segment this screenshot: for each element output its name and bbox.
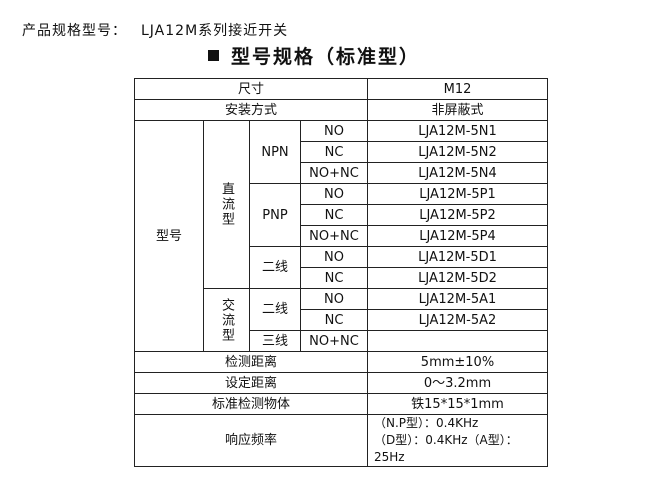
spec-label: 设定距离 bbox=[134, 372, 368, 394]
section-title: 型号规格（标准型） bbox=[208, 42, 420, 69]
contact: NO bbox=[300, 120, 368, 142]
model-code: LJA12M-5D2 bbox=[367, 267, 548, 289]
spec-label: 标准检测物体 bbox=[134, 393, 368, 415]
response-value: （N.P型）：0.4KHz （D型）：0.4KHz（A型）：25Hz bbox=[367, 414, 548, 467]
title-text: 型号规格（标准型） bbox=[231, 46, 421, 68]
table-row: NC LJA12M-5P2 bbox=[135, 204, 548, 226]
ac-label: 交流型 bbox=[203, 288, 250, 352]
spec-value: 5mm±10% bbox=[367, 351, 548, 373]
model-code: LJA12M-5N2 bbox=[367, 141, 548, 163]
contact: NO bbox=[300, 183, 368, 205]
table-row: NO+NC LJA12M-5P4 bbox=[135, 225, 548, 247]
model-code: LJA12M-5A2 bbox=[367, 309, 548, 331]
model-code: LJA12M-5D1 bbox=[367, 246, 548, 268]
contact: NC bbox=[300, 309, 368, 331]
spec-value: 铁15*15*1mm bbox=[367, 393, 548, 415]
table-row: 标准检测物体 铁15*15*1mm bbox=[134, 393, 548, 415]
table-row: 检测距离 5mm±10% bbox=[134, 351, 548, 373]
mount-label: 安装方式 bbox=[134, 99, 368, 121]
contact: NO bbox=[300, 288, 368, 310]
table-row: 响应频率 （N.P型）：0.4KHz （D型）：0.4KHz（A型）：25Hz bbox=[134, 414, 548, 467]
size-value: M12 bbox=[367, 78, 548, 100]
three-wire-label: 三线 bbox=[249, 330, 301, 352]
ac-two-wire-label: 二线 bbox=[249, 288, 301, 331]
header-label: 产品规格型号： bbox=[22, 23, 127, 39]
model-code: LJA12M-5P2 bbox=[367, 204, 548, 226]
size-label: 尺寸 bbox=[134, 78, 368, 100]
square-bullet-icon bbox=[208, 50, 219, 61]
model-code: LJA12M-5N4 bbox=[367, 162, 548, 184]
table-row: 尺寸 M12 bbox=[134, 78, 548, 100]
model-code bbox=[367, 330, 548, 352]
contact: NC bbox=[300, 141, 368, 163]
contact: NC bbox=[300, 267, 368, 289]
dc-two-wire-label: 二线 bbox=[249, 246, 301, 289]
response-line-2: （D型）：0.4KHz（A型）：25Hz bbox=[374, 433, 518, 464]
contact: NC bbox=[300, 204, 368, 226]
mount-value: 非屏蔽式 bbox=[367, 99, 548, 121]
model-code: LJA12M-5P4 bbox=[367, 225, 548, 247]
product-header: 产品规格型号： LJA12M系列接近开关 bbox=[22, 20, 288, 40]
npn-label: NPN bbox=[249, 120, 301, 184]
model-label: 型号 bbox=[134, 120, 204, 352]
header-model: LJA12M系列接近开关 bbox=[141, 23, 289, 39]
dc-label: 直流型 bbox=[203, 120, 250, 289]
contact: NO bbox=[300, 246, 368, 268]
table-row: 设定距离 0～3.2mm bbox=[134, 372, 548, 394]
table-row: NO+NC LJA12M-5N4 bbox=[135, 162, 548, 184]
spec-table: 尺寸 M12 安装方式 非屏蔽式 型号 直流型 NPN NO LJA12M-5N1 NC LJ… bbox=[134, 78, 548, 467]
model-code: LJA12M-5A1 bbox=[367, 288, 548, 310]
table-row: 三线 NO+NC bbox=[135, 330, 548, 352]
model-code: LJA12M-5N1 bbox=[367, 120, 548, 142]
response-line-1: （N.P型）：0.4KHz bbox=[374, 416, 479, 430]
model-code: LJA12M-5P1 bbox=[367, 183, 548, 205]
response-label: 响应频率 bbox=[134, 414, 368, 467]
contact: NO+NC bbox=[300, 330, 368, 352]
table-row: NC LJA12M-5D2 bbox=[135, 267, 548, 289]
contact: NO+NC bbox=[300, 225, 368, 247]
table-row: 型号 直流型 NPN NO LJA12M-5N1 bbox=[134, 120, 548, 352]
table-row: 安装方式 非屏蔽式 bbox=[134, 99, 548, 121]
spec-value: 0～3.2mm bbox=[367, 372, 548, 394]
spec-label: 检测距离 bbox=[134, 351, 368, 373]
contact: NO+NC bbox=[300, 162, 368, 184]
pnp-label: PNP bbox=[249, 183, 301, 247]
